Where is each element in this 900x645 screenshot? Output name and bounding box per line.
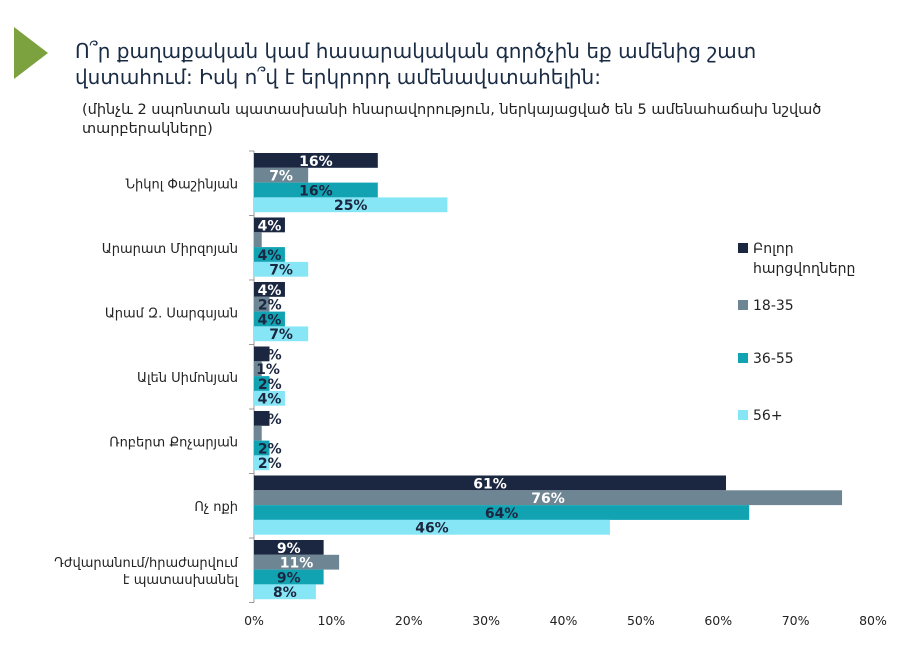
category-label: Արամ Զ. Սարգսյան (105, 306, 238, 321)
bar (254, 455, 270, 471)
data-label: 7% (269, 327, 293, 343)
legend-label: 18-35 (753, 298, 794, 314)
legend-swatch (738, 300, 748, 310)
bar (254, 361, 262, 377)
category-label: Ալեն Սիմոնյան (137, 371, 238, 386)
bar (254, 505, 750, 520)
bar (254, 540, 324, 555)
x-tick-label: 40% (550, 613, 578, 628)
data-label: 4% (258, 218, 282, 234)
data-label: 64% (485, 506, 519, 522)
bar (254, 247, 285, 262)
data-label: 4% (258, 248, 282, 264)
x-tick-label: 80% (859, 613, 887, 628)
data-label: 4% (258, 312, 282, 328)
data-label: 11% (280, 556, 314, 572)
bar (254, 519, 610, 535)
legend-swatch (738, 243, 748, 253)
legend-swatch (738, 353, 748, 363)
bar (254, 296, 270, 312)
chart-title: Ո՞ր քաղաքական կամ հասարակական գործչին եք… (75, 39, 757, 89)
bar (254, 554, 340, 570)
bar (254, 153, 378, 168)
category-label: Ռոբերտ Քոչարյան (109, 435, 238, 450)
data-label: 16% (299, 183, 333, 199)
data-label: 16% (299, 154, 333, 170)
bar (254, 490, 843, 506)
bar (254, 167, 309, 183)
legend-label: 36-55 (753, 351, 794, 367)
chart-subtitle: (մինչև 2 սպոնտան պատասխանի հնարավորությո… (82, 102, 822, 137)
data-label: 46% (415, 521, 449, 537)
data-label: 4% (258, 392, 282, 408)
category-label: Արարատ Միրզոյան (102, 242, 238, 257)
data-label: 2% (258, 298, 282, 314)
bar (254, 569, 324, 585)
x-tick-label: 10% (317, 613, 345, 628)
bar (254, 411, 270, 426)
bar (254, 376, 270, 391)
bar (254, 197, 448, 213)
x-tick-label: 60% (704, 613, 732, 628)
category-label: է պատասխանել (123, 573, 239, 588)
x-tick-label: 70% (782, 613, 810, 628)
data-label: 76% (531, 491, 565, 507)
decorative-arrow-icon (14, 27, 48, 79)
bar (254, 182, 378, 198)
data-label: 25% (334, 198, 368, 214)
x-tick-label: 0% (244, 613, 264, 628)
bar (254, 261, 309, 277)
data-label: 2% (258, 347, 282, 363)
bar (254, 282, 285, 297)
category-label: Ոչ ոքի (194, 500, 238, 515)
data-label: 7% (269, 169, 293, 185)
data-label: 2% (258, 412, 282, 428)
data-label: 2% (258, 456, 282, 472)
legend-label: Բոլոր (753, 241, 794, 257)
bar (254, 425, 262, 441)
legend-swatch (738, 410, 748, 420)
bar (254, 311, 285, 327)
bar (254, 584, 316, 600)
bar (254, 475, 726, 491)
x-tick-label: 50% (627, 613, 655, 628)
data-label: 7% (269, 263, 293, 279)
category-label: Դժվարանում/հրաժարվում (54, 556, 239, 571)
bar (254, 440, 270, 456)
data-label: 9% (277, 570, 301, 586)
category-label: Նիկոլ Փաշինյան (126, 177, 238, 192)
x-tick-label: 20% (395, 613, 423, 628)
bar (254, 390, 285, 406)
bar (254, 217, 285, 233)
data-label: 9% (277, 541, 301, 557)
data-label: 8% (273, 585, 297, 601)
bar (254, 232, 262, 248)
x-tick-label: 30% (472, 613, 500, 628)
data-label: 2% (258, 441, 282, 457)
legend-label: հարցվողները (753, 261, 855, 277)
data-label: 1% (256, 362, 280, 378)
data-label: 4% (258, 283, 282, 299)
bar (254, 326, 309, 342)
bar (254, 346, 270, 362)
data-label: 61% (473, 476, 507, 492)
data-label: 2% (258, 377, 282, 393)
legend-label: 56+ (753, 408, 783, 424)
